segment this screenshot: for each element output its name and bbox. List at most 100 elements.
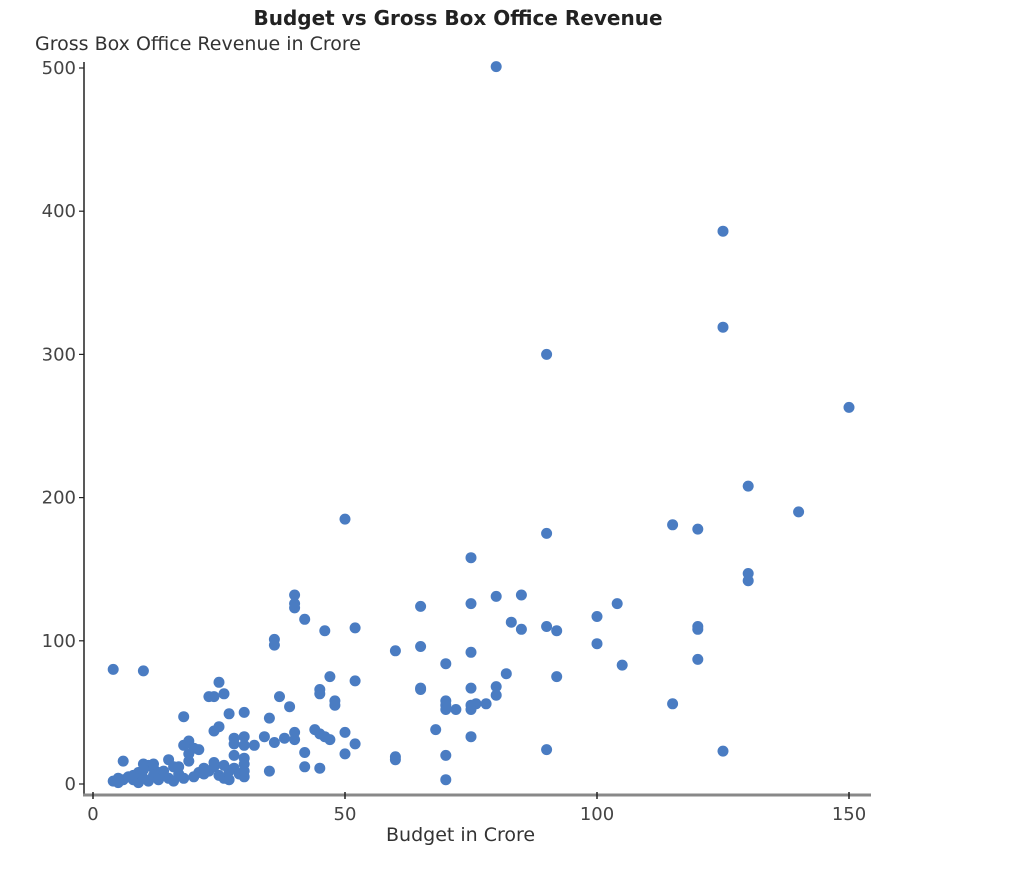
data-point — [440, 704, 452, 715]
data-point — [717, 321, 729, 333]
data-point — [274, 691, 285, 703]
data-point — [742, 480, 754, 492]
data-point — [279, 732, 290, 744]
data-point — [198, 768, 210, 780]
x-axis-label: Budget in Crore — [386, 824, 536, 846]
data-point — [440, 749, 452, 761]
data-point — [430, 724, 442, 736]
data-point — [289, 589, 301, 601]
data-point — [551, 671, 563, 683]
data-point — [541, 744, 553, 756]
data-point — [505, 616, 517, 628]
y-tick-label: 300 — [42, 344, 76, 365]
data-point — [541, 621, 553, 632]
data-point — [319, 625, 331, 637]
data-point — [339, 726, 351, 738]
data-point — [329, 699, 341, 711]
data-point — [238, 731, 250, 743]
data-point — [591, 638, 603, 650]
data-point — [515, 623, 527, 635]
data-point — [692, 623, 704, 635]
data-point — [440, 658, 452, 670]
data-point — [238, 765, 250, 777]
data-point — [263, 765, 275, 777]
data-point — [843, 401, 855, 413]
x-tick-label: 100 — [580, 804, 614, 825]
x-tick-label: 50 — [334, 804, 357, 825]
data-point — [339, 748, 351, 760]
data-point — [178, 711, 190, 723]
data-point — [137, 665, 149, 677]
data-point — [389, 645, 401, 657]
data-point — [223, 774, 235, 786]
data-point — [349, 675, 361, 687]
data-point — [415, 684, 427, 695]
data-point — [611, 598, 623, 610]
data-point — [742, 575, 754, 587]
data-point — [465, 552, 477, 564]
data-point — [299, 747, 311, 758]
data-point — [153, 774, 164, 786]
data-point — [349, 622, 361, 634]
data-point — [299, 613, 311, 625]
data-point — [208, 691, 220, 703]
axes: 0 100 200 300 400 500 0 50 100 150 — [42, 58, 871, 825]
data-point — [213, 676, 225, 688]
x-tick-label: 0 — [87, 804, 98, 825]
data-point — [692, 523, 704, 535]
y-tick-label: 0 — [65, 774, 76, 795]
data-point — [667, 698, 679, 710]
data-point — [717, 745, 729, 757]
data-point — [515, 589, 527, 601]
data-point — [324, 734, 336, 746]
data-point — [415, 600, 427, 612]
data-point — [183, 755, 195, 767]
data-point — [238, 739, 250, 751]
y-tick-label: 200 — [42, 488, 76, 509]
data-point — [465, 704, 477, 715]
data-point — [465, 598, 477, 610]
data-point — [208, 725, 220, 737]
data-point — [490, 681, 502, 693]
data-point — [793, 506, 805, 518]
data-point — [314, 688, 326, 700]
data-point — [389, 754, 401, 766]
data-point — [263, 712, 275, 724]
data-point — [440, 774, 452, 786]
data-point — [465, 646, 477, 658]
data-point — [314, 728, 326, 740]
data-point — [148, 758, 159, 770]
y-tick-label: 400 — [42, 201, 76, 222]
data-point — [238, 752, 250, 764]
data-point — [465, 682, 477, 694]
y-tick-label: 500 — [42, 58, 76, 79]
data-point — [248, 739, 260, 751]
data-point — [268, 737, 280, 748]
data-point — [480, 698, 492, 710]
data-point — [717, 225, 729, 237]
data-point — [218, 759, 230, 771]
data-point — [107, 663, 119, 675]
data-point — [415, 641, 427, 652]
data-point — [490, 61, 502, 73]
data-point — [268, 639, 280, 651]
data-point — [299, 761, 311, 773]
chart-title: Budget vs Gross Box Office Revenue — [253, 6, 663, 30]
data-point — [178, 772, 190, 784]
y-tick-label: 100 — [42, 631, 76, 652]
data-point — [208, 757, 220, 768]
data-point — [178, 739, 190, 751]
data-point — [289, 734, 301, 746]
data-point — [289, 602, 301, 614]
data-point — [667, 519, 679, 531]
data-point — [228, 738, 240, 750]
data-point — [228, 749, 240, 761]
data-point — [117, 755, 129, 767]
data-point — [238, 706, 250, 718]
data-points — [107, 61, 855, 789]
data-point — [541, 527, 553, 539]
data-point — [284, 701, 296, 713]
data-point — [490, 590, 502, 602]
